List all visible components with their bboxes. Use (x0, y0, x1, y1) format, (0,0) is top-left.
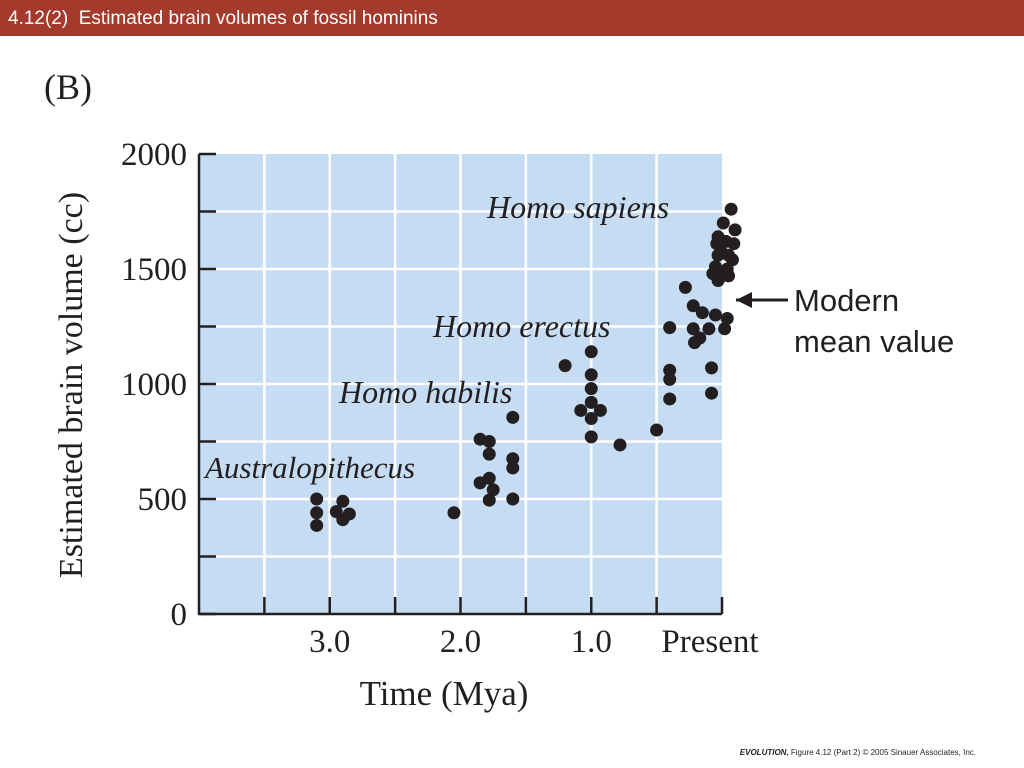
panel-label: (B) (44, 67, 92, 107)
data-point (584, 345, 598, 359)
slide-title: 4.12(2) Estimated brain volumes of fossi… (0, 0, 1024, 36)
y-axis-label: Estimated brain volume (cc) (53, 192, 90, 578)
data-point (711, 274, 725, 287)
data-point (613, 438, 627, 452)
data-point (482, 435, 496, 448)
x-tick-label: Present (661, 624, 758, 660)
data-point (695, 306, 709, 320)
data-point (711, 248, 725, 262)
data-point (678, 280, 692, 294)
data-point (650, 423, 664, 437)
tick-marks (199, 152, 724, 616)
data-point (593, 403, 607, 417)
data-point (336, 494, 350, 508)
y-tick-label: 0 (171, 597, 188, 633)
data-point (663, 392, 677, 406)
data-point (506, 492, 520, 506)
data-point (558, 359, 572, 373)
data-point (482, 471, 496, 485)
data-point (720, 311, 734, 325)
data-point (722, 269, 736, 283)
x-tick-label: 3.0 (309, 624, 350, 660)
data-point (584, 368, 598, 382)
annotation-homo-erectus: Homo erectus (432, 308, 610, 344)
data-point (486, 483, 500, 497)
data-point (310, 506, 324, 520)
data-point (718, 322, 732, 336)
annotation-homo-habilis: Homo habilis (338, 374, 512, 410)
data-point (482, 447, 496, 461)
annotation-australopithecus: Australopithecus (203, 450, 415, 485)
y-tick-label: 1500 (121, 252, 187, 288)
data-point (584, 382, 598, 396)
footer-book-title: EVOLUTION, (739, 748, 789, 757)
y-tick-label: 500 (138, 482, 188, 518)
data-point (584, 395, 598, 409)
annotation-modern-line1: Modern (794, 283, 899, 318)
data-point (716, 216, 730, 230)
data-point (727, 237, 741, 251)
data-point (708, 308, 722, 322)
data-point (688, 336, 702, 350)
data-point (447, 506, 461, 520)
data-point (705, 361, 719, 375)
data-point (506, 461, 520, 475)
data-point (506, 410, 520, 424)
x-tick-label: 2.0 (440, 624, 481, 660)
data-point (506, 452, 520, 466)
tick-labels: 0 500 1000 1500 2000 3.0 2.0 1.0 Present (121, 137, 759, 660)
x-tick-label: 1.0 (571, 624, 612, 660)
data-point (724, 202, 738, 216)
data-point (310, 518, 324, 532)
data-point (663, 363, 677, 377)
data-point (663, 321, 677, 335)
data-point (705, 386, 719, 400)
data-point (342, 507, 356, 521)
footer-credit: EVOLUTION, Figure 4.12 (Part 2) © 2005 S… (740, 748, 976, 757)
data-point (686, 299, 700, 313)
annotation-modern-line2: mean value (794, 324, 954, 359)
data-point (584, 412, 598, 425)
data-point (584, 430, 598, 444)
y-tick-label: 2000 (121, 137, 187, 173)
footer-credit-text: Figure 4.12 (Part 2) © 2005 Sinauer Asso… (788, 748, 976, 757)
data-point (482, 493, 496, 507)
x-axis-label: Time (Mya) (360, 674, 529, 713)
data-points (310, 202, 742, 532)
data-point (310, 492, 324, 506)
data-point (702, 322, 716, 336)
data-point (574, 403, 588, 417)
modern-mean-arrow (736, 292, 788, 308)
y-tick-label: 1000 (121, 367, 187, 403)
data-point (728, 223, 742, 237)
data-point (663, 372, 677, 386)
data-point (686, 322, 700, 336)
annotation-homo-sapiens: Homo sapiens (486, 189, 669, 225)
